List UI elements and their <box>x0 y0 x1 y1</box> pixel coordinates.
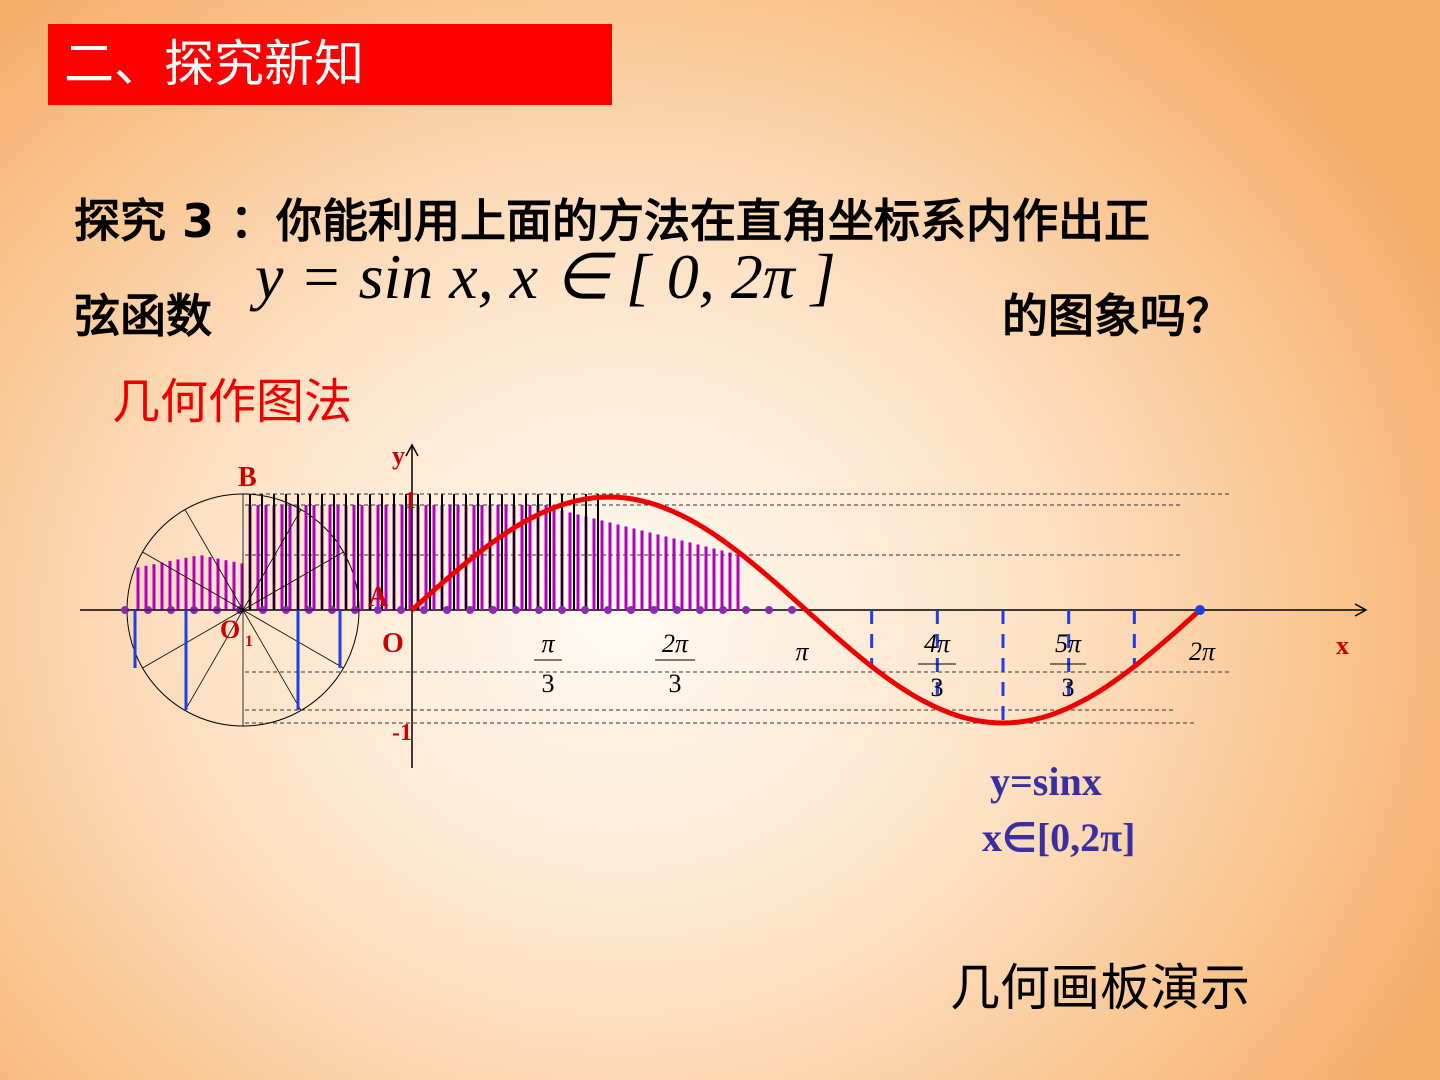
point-subscript: 1 <box>245 633 253 650</box>
dot <box>719 606 727 614</box>
spoke <box>142 609 244 669</box>
axis-label: x <box>1336 631 1349 660</box>
axis-label: y <box>392 441 405 470</box>
spoke <box>242 609 302 711</box>
question-line: 探究 3 ：你能利用上面的方法在直角坐标系内作出正 <box>74 194 1151 248</box>
tick-denominator: 3 <box>542 669 555 698</box>
dot <box>374 606 382 614</box>
dot <box>742 606 750 614</box>
dot <box>696 606 704 614</box>
dot <box>535 606 543 614</box>
caption: y=sinx <box>990 759 1102 804</box>
spoke <box>184 509 244 611</box>
tick-denominator: 3 <box>1062 673 1075 702</box>
tick-denominator: 3 <box>669 669 682 698</box>
demo-link[interactable]: 几何画板演示 <box>950 959 1250 1017</box>
tick-numerator: 5π <box>1055 629 1082 658</box>
dot <box>604 606 612 614</box>
tick-denominator: 3 <box>931 673 944 702</box>
end-point <box>1195 605 1205 615</box>
spoke <box>242 551 344 611</box>
point-label: O <box>220 615 240 644</box>
dot <box>466 606 474 614</box>
tick-label: 1 <box>404 488 416 514</box>
dot <box>673 606 681 614</box>
dot <box>512 606 520 614</box>
tick-label: -1 <box>392 720 412 746</box>
dot <box>397 606 405 614</box>
caption: x∈[0,2π] <box>982 815 1136 860</box>
dot <box>489 606 497 614</box>
dot <box>558 606 566 614</box>
tick-numerator: π <box>541 629 555 658</box>
question-suffix: 的图象吗？ <box>1002 289 1232 343</box>
slide-title: 二、探究新知 <box>48 24 612 105</box>
spoke <box>242 509 302 611</box>
point-label: B <box>238 462 257 493</box>
dot <box>627 606 635 614</box>
dot <box>765 606 773 614</box>
dot <box>443 606 451 614</box>
tick-numerator: 2π <box>662 629 689 658</box>
tick-numerator: 4π <box>924 629 951 658</box>
tick-label: π <box>795 637 809 666</box>
dot <box>121 606 129 614</box>
sine-curve <box>410 494 1202 726</box>
spoke <box>184 609 244 711</box>
method-label: 几何作图法 <box>112 374 353 430</box>
formula: y = sin x, x ∈ [ 0, 2π ] <box>255 241 836 312</box>
spoke <box>142 551 244 611</box>
diagram-lines <box>80 443 1368 768</box>
question-prefix: 弦函数 <box>74 289 212 343</box>
dot <box>420 606 428 614</box>
tick-label: 2π <box>1189 637 1216 666</box>
dot <box>581 606 589 614</box>
origin-label: O <box>382 628 404 659</box>
x-ticks: π 3 2π 3 π 4π 3 5π 3 2π <box>534 629 1216 702</box>
dot <box>650 606 658 614</box>
dot <box>788 606 796 614</box>
point-label: A <box>368 582 389 613</box>
spoke <box>242 609 344 669</box>
